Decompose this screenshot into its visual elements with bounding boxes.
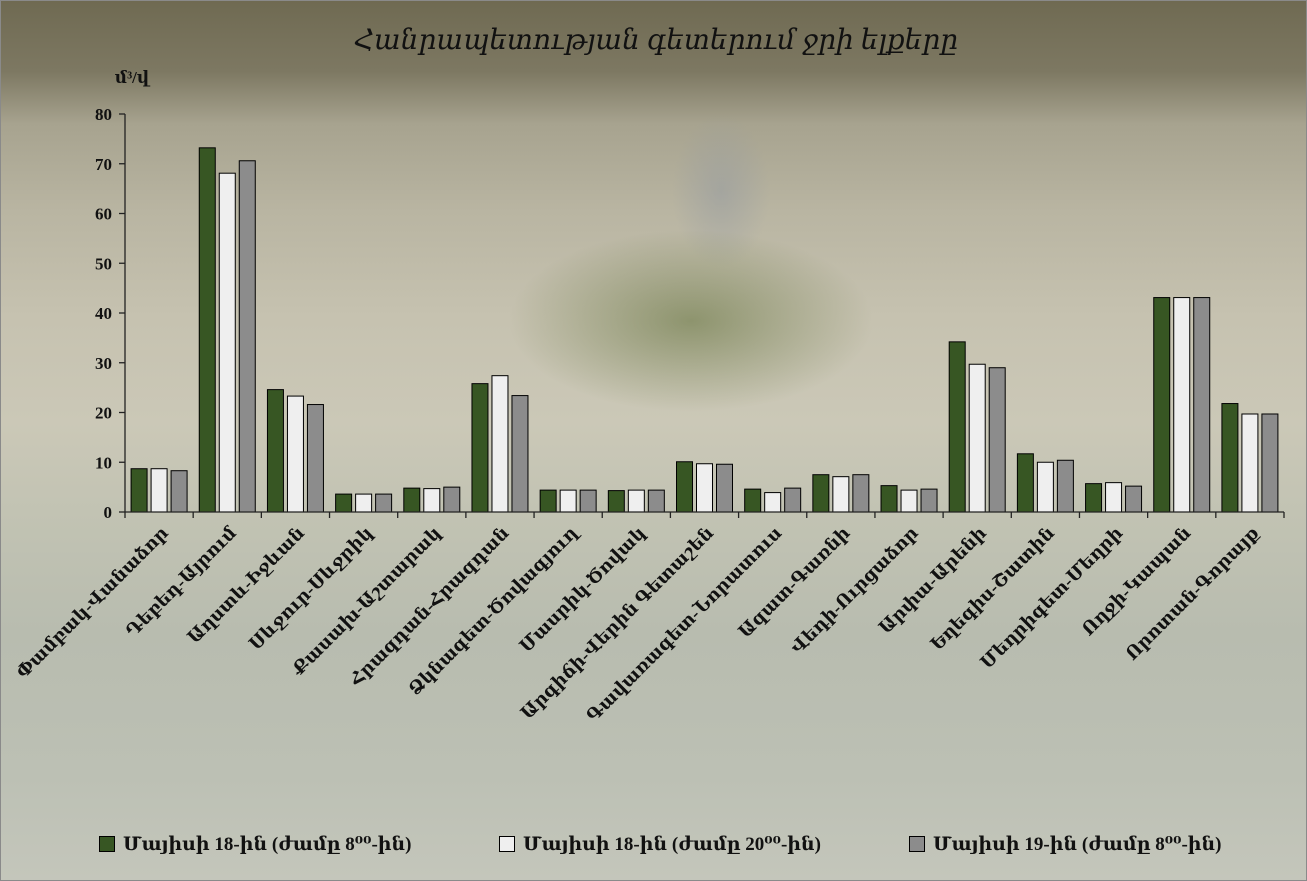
bar xyxy=(852,474,870,513)
bar xyxy=(238,160,256,513)
bar xyxy=(1173,297,1191,513)
bar xyxy=(1153,297,1171,513)
bar xyxy=(1085,483,1103,513)
y-tick-label: 10 xyxy=(95,453,112,472)
bar xyxy=(880,485,898,513)
bar xyxy=(627,489,645,513)
bar xyxy=(1125,485,1143,513)
y-axis: 0 10 20 30 40 50 60 70 80 xyxy=(95,105,126,522)
bar xyxy=(218,172,236,513)
y-tick-label: 30 xyxy=(95,354,112,373)
x-category-label: Սևջուր-Սևջրիկ xyxy=(245,523,376,654)
bar xyxy=(1016,453,1034,513)
legend-item: Մայիսի 18-ին (ժամը 8⁰⁰-ին) xyxy=(99,827,412,861)
bar xyxy=(559,489,577,513)
x-category-label: Մեղրիգետ-Մեղրի xyxy=(977,523,1127,673)
bar xyxy=(948,341,966,513)
y-tick-label: 60 xyxy=(95,205,112,224)
x-category-label: Վեդի-Ուրցաձոր xyxy=(787,523,922,658)
bar xyxy=(676,461,693,513)
bar xyxy=(443,486,461,513)
legend-item: Մայիսի 19-ին (ժամը 8⁰⁰-ին) xyxy=(909,827,1222,861)
bar xyxy=(511,395,529,513)
chart-title: Հանրապետության գետերում ջրի ելքերը xyxy=(354,25,958,56)
y-tick-label: 20 xyxy=(95,404,112,423)
bar xyxy=(784,487,802,513)
x-category-label: Եղեգիս-Շատին xyxy=(927,523,1059,655)
bar xyxy=(355,493,373,513)
bar xyxy=(716,463,733,513)
y-axis-unit-label: մ³/վ xyxy=(115,68,151,87)
bar xyxy=(266,389,284,513)
bar xyxy=(1193,297,1211,513)
bar xyxy=(198,147,216,513)
bar xyxy=(647,489,665,513)
legend-label: Մայիսի 18-ին (ժամը 8⁰⁰-ին) xyxy=(123,833,412,855)
bar-chart: Հանրապետության գետերում ջրի ելքերը մ³/վ … xyxy=(12,25,1285,726)
bar xyxy=(471,383,489,513)
bar xyxy=(1221,403,1239,513)
y-tick-label: 40 xyxy=(95,304,112,323)
bar xyxy=(1241,413,1259,513)
bar xyxy=(832,476,850,513)
bar xyxy=(1056,459,1074,513)
legend-swatch xyxy=(909,836,925,852)
bar xyxy=(968,363,986,513)
bar xyxy=(286,395,304,513)
y-tick-label: 70 xyxy=(95,155,112,174)
bar xyxy=(920,488,938,513)
legend-swatch xyxy=(99,836,115,852)
bar xyxy=(1105,482,1123,513)
bar xyxy=(491,375,509,513)
bar xyxy=(764,492,782,513)
legend-label: Մայիսի 18-ին (ժամը 20⁰⁰-ին) xyxy=(523,833,822,855)
bar xyxy=(539,489,557,513)
bar xyxy=(1036,461,1054,513)
bar xyxy=(988,367,1006,513)
bar xyxy=(900,489,918,513)
bar xyxy=(306,404,324,513)
bar xyxy=(335,493,353,513)
legend-item: Մայիսի 18-ին (ժամը 20⁰⁰-ին) xyxy=(499,827,821,861)
y-tick-label: 0 xyxy=(104,503,113,522)
x-category-label: Աղստև-Իջևան xyxy=(184,523,309,648)
bar xyxy=(130,468,148,513)
y-tick-label: 80 xyxy=(95,105,112,124)
bar xyxy=(812,474,830,513)
bar xyxy=(375,493,393,513)
bars xyxy=(130,147,1279,513)
bar xyxy=(423,488,441,513)
bar xyxy=(170,470,188,513)
bar xyxy=(150,468,168,513)
legend: Մայիսի 18-ին (ժամը 8⁰⁰-ին) Մայիսի 18-ին … xyxy=(1,827,1306,861)
bar xyxy=(607,490,625,513)
legend-label: Մայիսի 19-ին (ժամը 8⁰⁰-ին) xyxy=(933,833,1222,855)
bar xyxy=(403,487,421,513)
x-axis: Փամբակ-ՎանաձորԴեբեդ-ԱյրումԱղստև-ԻջևանՍևջ… xyxy=(12,511,1285,726)
bar xyxy=(579,489,597,513)
legend-swatch xyxy=(499,836,515,852)
bar xyxy=(696,463,713,513)
x-category-label: Մասրիկ-Ծովակ xyxy=(516,523,650,657)
bar xyxy=(1261,413,1279,513)
y-tick-label: 50 xyxy=(95,254,112,273)
bar xyxy=(744,488,762,513)
x-category-label: Որոտան-Գորայք xyxy=(1122,523,1263,664)
